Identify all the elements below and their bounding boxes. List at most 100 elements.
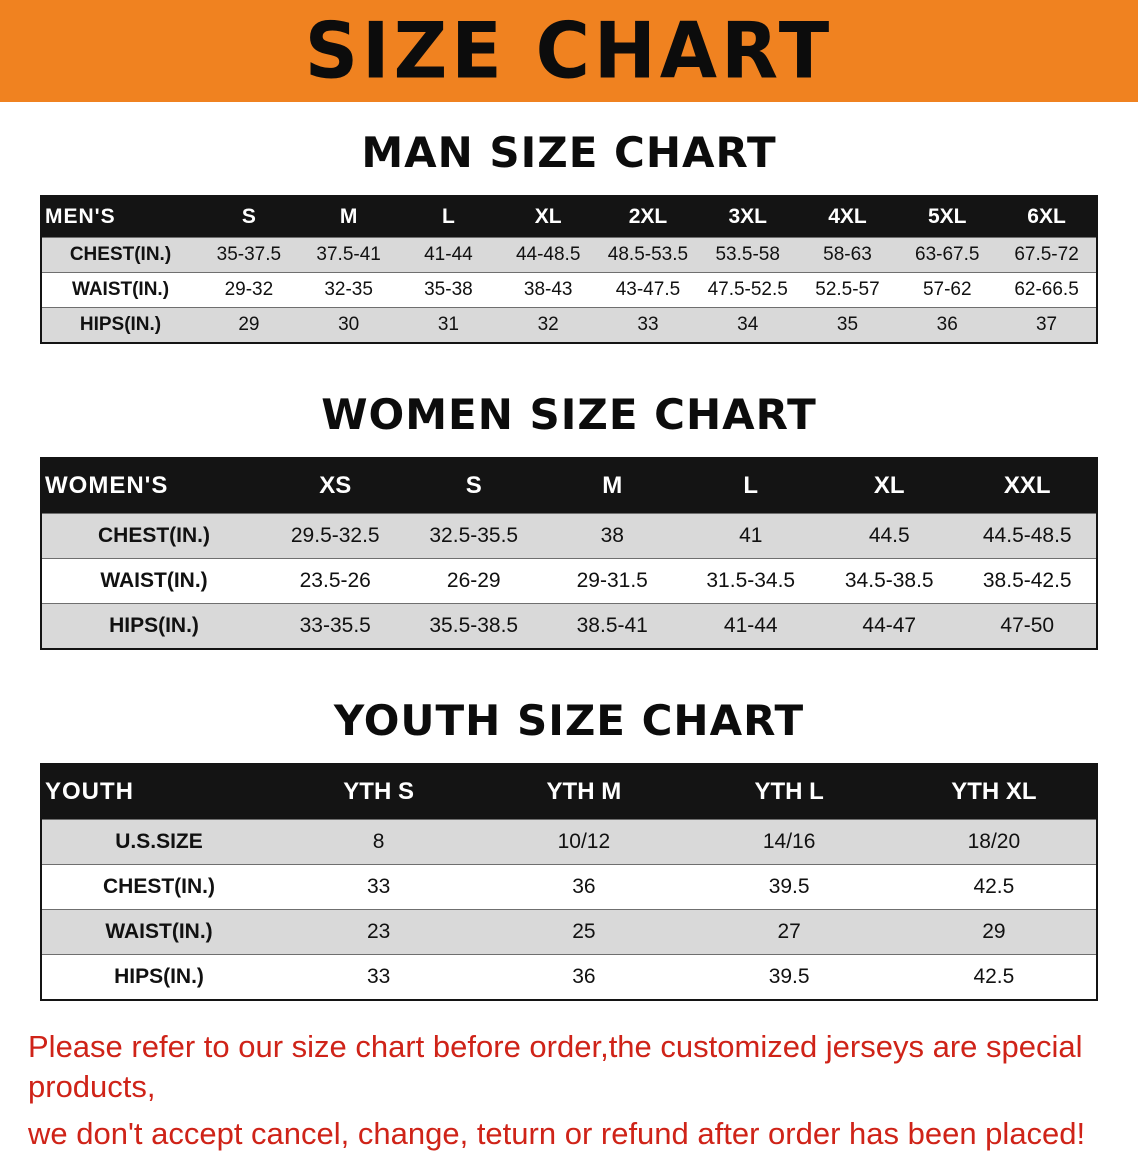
value-cell: 47-50 [958,603,1097,649]
value-cell: 57-62 [897,272,998,308]
value-cell: 38.5-41 [543,603,682,649]
women-category-header-cell: WOMEN'S [41,458,266,514]
table-row: WAIST(IN.) 23 25 27 29 [41,909,1097,955]
value-cell: 23 [276,909,482,955]
value-cell: 35-38 [398,272,499,308]
table-row: WAIST(IN.) 23.5-26 26-29 29-31.5 31.5-34.5 34… [41,558,1097,604]
men-category-header-cell: MEN'S [41,196,199,238]
row-label-cell: WAIST(IN.) [41,558,266,604]
men-size-header-cell: M [298,196,399,238]
order-notice: Please refer to our size chart before or… [28,1027,1110,1174]
youth-size-header-cell: YTH M [481,764,687,820]
women-section-heading: WOMEN SIZE CHART [321,390,817,439]
value-cell: 31 [398,307,499,343]
value-cell: 38.5-42.5 [958,558,1097,604]
row-label-cell: WAIST(IN.) [41,909,276,955]
row-label-cell: CHEST(IN.) [41,237,199,273]
women-size-header-cell: XS [266,458,405,514]
value-cell: 30 [298,307,399,343]
men-size-table: MEN'S S M L XL 2XL 3XL 4XL 5XL 6XL CHEST(IN.) 35-37… [40,195,1098,344]
value-cell: 34.5-38.5 [820,558,959,604]
youth-section-heading: YOUTH SIZE CHART [333,696,805,745]
value-cell: 35-37.5 [199,237,299,273]
men-size-header-cell: 6XL [997,196,1097,238]
table-row: WAIST(IN.) 29-32 32-35 35-38 38-43 43-47.5 47.… [41,272,1097,308]
value-cell: 44-48.5 [498,237,599,273]
value-cell: 63-67.5 [897,237,998,273]
value-cell: 62-66.5 [997,272,1097,308]
value-cell: 43-47.5 [598,272,698,308]
value-cell: 33 [276,864,482,910]
value-cell: 31.5-34.5 [681,558,820,604]
row-label-cell: CHEST(IN.) [41,513,266,559]
value-cell: 41-44 [681,603,820,649]
value-cell: 29 [199,307,299,343]
value-cell: 39.5 [686,954,892,1000]
value-cell: 26-29 [404,558,543,604]
value-cell: 42.5 [891,864,1097,910]
row-label-cell: HIPS(IN.) [41,954,276,1000]
value-cell: 39.5 [686,864,892,910]
value-cell: 41 [681,513,820,559]
value-cell: 33 [276,954,482,1000]
value-cell: 44.5-48.5 [958,513,1097,559]
notice-line-1: Please refer to our size chart before or… [28,1029,1083,1105]
men-size-header-cell: 3XL [697,196,798,238]
women-size-header-cell: XXL [958,458,1097,514]
men-size-header-cell: L [398,196,499,238]
value-cell: 10/12 [481,819,687,865]
value-cell: 14/16 [686,819,892,865]
value-cell: 48.5-53.5 [598,237,698,273]
value-cell: 23.5-26 [266,558,405,604]
table-row: CHEST(IN.) 29.5-32.5 32.5-35.5 38 41 44.5 44.5… [41,513,1097,559]
row-label-cell: HIPS(IN.) [41,603,266,649]
value-cell: 37 [997,307,1097,343]
table-row: HIPS(IN.) 29 30 31 32 33 34 35 36 37 [41,307,1097,343]
value-cell: 32 [498,307,599,343]
value-cell: 37.5-41 [298,237,399,273]
youth-size-header-cell: YTH XL [891,764,1097,820]
value-cell: 32-35 [298,272,399,308]
value-cell: 27 [686,909,892,955]
table-row: HIPS(IN.) 33-35.5 35.5-38.5 38.5-41 41-44 44-… [41,603,1097,649]
value-cell: 33 [598,307,698,343]
table-row: HIPS(IN.) 33 36 39.5 42.5 [41,954,1097,1000]
value-cell: 18/20 [891,819,1097,865]
value-cell: 38-43 [498,272,599,308]
men-header-row: MEN'S S M L XL 2XL 3XL 4XL 5XL 6XL [41,196,1097,238]
value-cell: 25 [481,909,687,955]
value-cell: 35 [797,307,898,343]
value-cell: 29-31.5 [543,558,682,604]
value-cell: 29-32 [199,272,299,308]
value-cell: 32.5-35.5 [404,513,543,559]
men-size-header-cell: S [199,196,299,238]
men-size-header-cell: XL [498,196,599,238]
row-label-cell: U.S.SIZE [41,819,276,865]
value-cell: 36 [481,954,687,1000]
men-size-header-cell: 5XL [897,196,998,238]
value-cell: 33-35.5 [266,603,405,649]
value-cell: 34 [697,307,798,343]
value-cell: 67.5-72 [997,237,1097,273]
value-cell: 29.5-32.5 [266,513,405,559]
value-cell: 36 [897,307,998,343]
women-size-header-cell: XL [820,458,959,514]
women-header-row: WOMEN'S XS S M L XL XXL [41,458,1097,514]
women-size-header-cell: S [404,458,543,514]
value-cell: 58-63 [797,237,898,273]
women-size-header-cell: L [681,458,820,514]
youth-size-table: YOUTH YTH S YTH M YTH L YTH XL U.S.SIZE 8 10/12… [40,763,1098,1001]
size-sections: MAN SIZE CHART MEN'S S M L XL 2XL 3XL 4XL 5XL 6XL C… [0,128,1138,1001]
youth-header-row: YOUTH YTH S YTH M YTH L YTH XL [41,764,1097,820]
table-row: U.S.SIZE 8 10/12 14/16 18/20 [41,819,1097,865]
value-cell: 8 [276,819,482,865]
women-size-section: WOMEN SIZE CHART WOMEN'S XS S M L XL XXL CHEST(I… [0,390,1138,650]
table-row: CHEST(IN.) 35-37.5 37.5-41 41-44 44-48.5 48.5… [41,237,1097,273]
row-label-cell: CHEST(IN.) [41,864,276,910]
youth-size-header-cell: YTH S [276,764,482,820]
value-cell: 52.5-57 [797,272,898,308]
men-section-heading: MAN SIZE CHART [361,128,777,177]
value-cell: 35.5-38.5 [404,603,543,649]
value-cell: 36 [481,864,687,910]
